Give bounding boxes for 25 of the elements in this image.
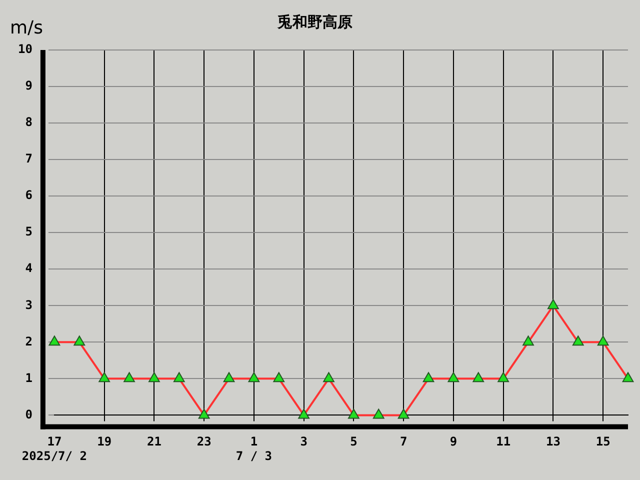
- x-tick-label: 13: [546, 434, 560, 449]
- x-tick-label: 21: [146, 434, 162, 449]
- y-tick-label: 4: [25, 261, 32, 276]
- x-tick-label: 7: [400, 434, 408, 449]
- x-tick-label: 3: [300, 434, 308, 449]
- y-tick-label: 0: [25, 407, 32, 422]
- y-tick-label: 3: [25, 298, 32, 312]
- x-tick-label: 1 7 / 3: [236, 434, 272, 463]
- y-axis-title: m/s: [10, 18, 43, 39]
- x-tick-label: 11: [496, 434, 511, 449]
- x-tick-label: 17 2025/7/ 2: [22, 434, 87, 463]
- y-tick-label: 1: [25, 370, 32, 385]
- x-tick-label: 19: [97, 434, 112, 449]
- chart-title: 兎和野高原: [276, 12, 352, 31]
- x-tick-label: 23: [196, 434, 212, 449]
- y-tick-label: 10: [18, 42, 32, 56]
- x-tick-label: 15: [596, 434, 610, 449]
- y-tick-label: 2: [25, 334, 32, 348]
- y-tick-label: 7: [25, 152, 32, 166]
- y-tick-label: 5: [25, 224, 32, 239]
- y-tick-label: 6: [25, 188, 32, 202]
- x-tick-label: 5: [350, 434, 358, 449]
- y-tick-label: 9: [25, 78, 32, 93]
- x-tick-label: 9: [450, 434, 458, 449]
- y-tick-label: 8: [25, 115, 32, 130]
